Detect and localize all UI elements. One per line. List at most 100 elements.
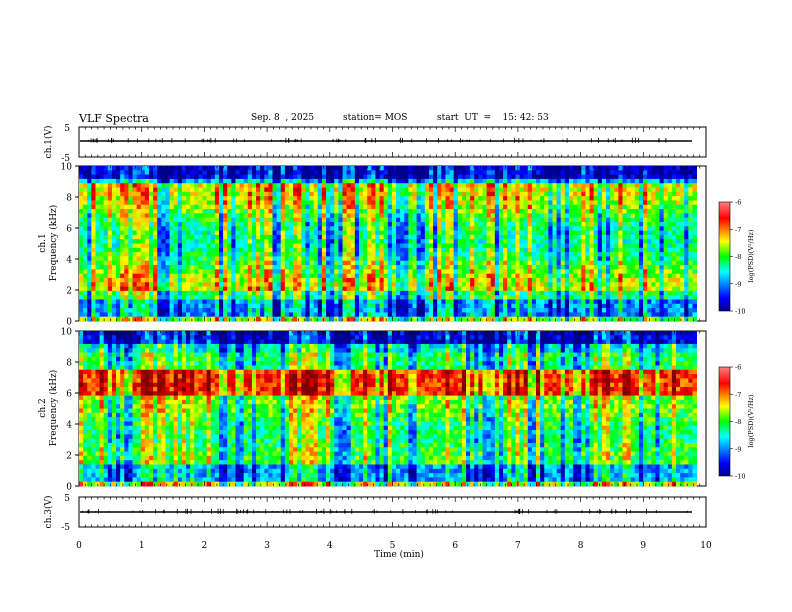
spec1-cell [486,234,492,240]
spec1-cell [161,243,166,249]
spec1-cell [157,282,162,287]
spec1-cell [634,299,640,305]
spec1-cell [210,243,216,249]
spec1-cell [91,277,96,283]
spec1-cell [247,226,253,231]
spec1-cell [227,213,232,219]
spec1-cell [363,277,368,283]
spec1-cell [400,265,405,270]
spec1-cell [206,217,212,223]
spec1-cell [169,178,175,184]
spec1-cell [478,269,483,275]
spec1-cell [573,247,578,253]
spec1-cell [383,200,389,206]
spec1-cell [519,269,525,275]
spec1-cell [540,191,545,197]
spec1-cell [116,234,121,240]
spec1-cell [153,247,158,253]
spec1-cell [614,247,619,253]
spec1-cell [153,256,158,262]
spec1-cell [630,282,636,287]
spec1-cell [507,166,512,171]
spec1-cell [223,217,228,223]
spec1-cell [470,204,475,210]
spec1-cell [79,187,84,193]
spec1-cell [334,187,339,193]
spec1-cell [449,243,455,249]
spec1-cell [461,308,467,313]
spec1-cell [396,204,401,210]
spec1-cell [198,178,203,184]
spec1-cell [95,239,100,244]
spec1-cell [206,204,212,210]
spec1-cell [293,178,298,184]
spec1-cell [218,213,224,219]
spec1-cell [614,234,619,240]
spec1-cell [144,286,150,292]
spec1-cell [494,312,500,318]
spec1-cell [433,183,438,188]
spec1-cell [140,308,146,313]
spec1-cell [511,243,516,249]
spec1-cell [243,256,249,262]
spec1-cell [577,170,582,176]
spec1-cell [95,213,100,219]
spec1-cell [606,239,611,244]
spec1-cell [288,299,294,305]
spec1-cell [379,265,385,270]
spec1-cell [400,191,405,197]
spec1-cell [342,308,348,313]
spec1-cell [227,256,232,262]
spec1-cell [511,269,516,275]
spec1-cell [243,217,249,223]
spec1-cell [148,196,154,201]
spec1-cell [305,295,310,300]
spec1-cell [169,230,175,236]
spec1-cell [247,312,253,318]
spec1-cell [346,183,352,188]
spec1-cell [354,252,360,257]
spec1-cell [371,221,376,227]
spec1-cell [614,252,619,257]
spec1-cell [148,234,154,240]
spec1-cell [309,239,315,244]
spec1-cell [466,273,471,279]
spec1-cell [227,183,232,188]
spec1-cell [540,252,545,257]
spec1-cell [437,256,442,262]
spec1-cell [519,295,525,300]
spec1-cell [132,316,138,322]
spec1-cell [256,308,261,313]
spec1-cell [198,221,203,227]
spec1-cell [95,204,100,210]
spec1-cell [379,221,385,227]
spec1-cell [264,191,269,197]
spec1-cell [83,226,88,231]
spec1-cell [441,239,446,244]
spec1-cell [301,187,306,193]
spec1-cell [606,209,611,214]
spec1-cell [260,174,265,180]
spec1-cell [161,265,166,270]
spec1-cell [387,256,393,262]
spec1-cell [511,174,516,180]
spec1-cell [420,269,426,275]
spec1-cell [560,183,566,188]
spec1-cell [581,191,586,197]
spec1-cell [144,209,150,214]
spec1-cell [474,303,479,309]
spec1-cell [297,286,302,292]
spec1-cell [466,282,471,287]
spec1-cell [120,308,125,313]
spec1-cell [589,265,595,270]
spec1-cell [515,286,520,292]
spec1-cell [445,282,450,287]
spec1-cell [391,204,397,210]
spec1-cell [136,183,142,188]
spec1-cell [408,204,413,210]
spec1-cell [610,303,615,309]
spec1-cell [457,234,463,240]
spec1-cell [581,234,586,240]
spec1-cell [227,221,232,227]
spec1-cell [552,217,558,223]
